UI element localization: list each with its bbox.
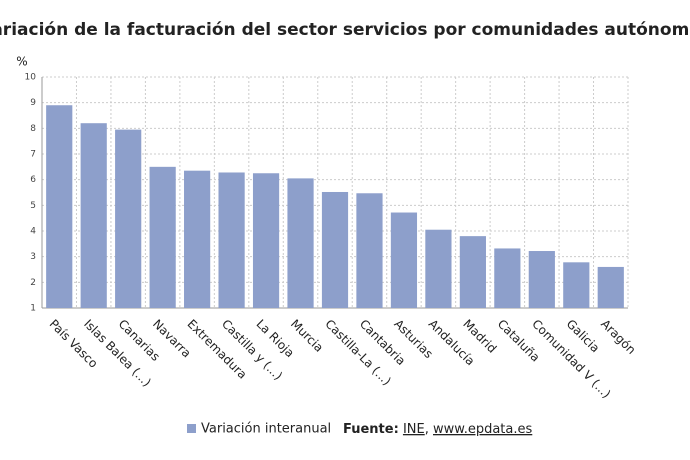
bar xyxy=(321,191,349,308)
bar xyxy=(459,236,486,308)
source-link[interactable]: INE xyxy=(403,422,425,437)
y-axis-label: % xyxy=(16,55,27,69)
bar xyxy=(46,105,73,308)
bar xyxy=(218,172,245,308)
bar xyxy=(597,266,624,308)
bar xyxy=(356,193,383,308)
y-tick-label: 6 xyxy=(30,175,36,185)
bar xyxy=(494,248,521,308)
bar xyxy=(252,173,280,308)
x-tick-label: Castilla y (...) xyxy=(219,317,285,383)
y-tick-label: 10 xyxy=(25,73,37,83)
bar xyxy=(563,262,590,308)
source-separator: , xyxy=(425,422,429,437)
bar xyxy=(390,212,418,308)
bar xyxy=(425,229,452,308)
bar xyxy=(287,178,314,308)
legend: Variación interanual xyxy=(187,422,331,437)
source-label: Fuente: xyxy=(343,422,399,437)
y-tick-label: 8 xyxy=(30,124,36,134)
bar xyxy=(149,166,176,308)
y-tick-label: 3 xyxy=(30,252,36,262)
chart-title: Variación de la facturación del sector s… xyxy=(0,20,690,40)
bar xyxy=(184,170,211,308)
legend-swatch xyxy=(187,424,196,433)
y-tick-label: 7 xyxy=(30,150,36,160)
x-tick-label: Aragón xyxy=(598,317,638,357)
y-tick-label: 5 xyxy=(30,201,36,211)
legend-label: Variación interanual xyxy=(201,422,331,437)
source: Fuente: INE, www.epdata.es xyxy=(343,422,532,437)
source-link[interactable]: www.epdata.es xyxy=(433,422,532,437)
y-tick-label: 9 xyxy=(30,98,36,108)
y-tick-label: 4 xyxy=(30,227,36,237)
bar xyxy=(115,129,142,308)
bar xyxy=(528,251,555,308)
y-tick-label: 2 xyxy=(30,278,36,288)
bar xyxy=(80,123,107,308)
y-tick-label: 1 xyxy=(30,304,36,314)
